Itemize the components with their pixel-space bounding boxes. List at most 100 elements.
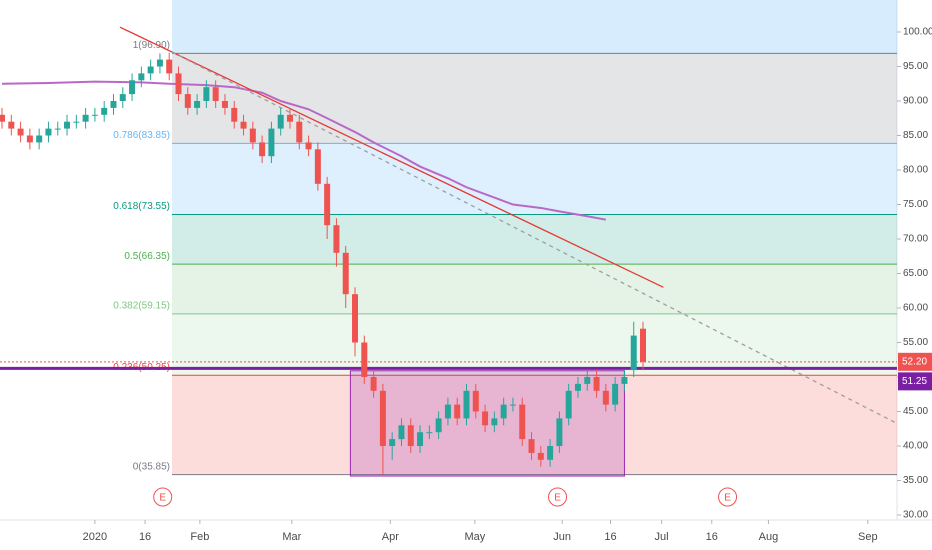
candle-body bbox=[91, 114, 98, 116]
fib-band bbox=[172, 214, 897, 265]
fib-label: 0(35.85) bbox=[133, 461, 170, 472]
fib-band bbox=[172, 375, 897, 475]
candle-body bbox=[612, 383, 619, 405]
x-tick-label: Jul bbox=[655, 531, 669, 543]
price-label: 51.25 bbox=[902, 376, 927, 387]
x-tick-label: Apr bbox=[382, 531, 399, 543]
candle-body bbox=[509, 404, 516, 406]
candle-body bbox=[268, 128, 275, 157]
candle-body bbox=[36, 135, 43, 143]
candle-body bbox=[398, 425, 405, 440]
x-tick-label: 16 bbox=[706, 531, 718, 543]
candle-body bbox=[231, 107, 238, 122]
candle-body bbox=[166, 59, 173, 74]
candle-body bbox=[324, 183, 331, 226]
fib-label: 0.382(59.15) bbox=[113, 301, 170, 312]
candle-body bbox=[286, 114, 293, 122]
earnings-label: E bbox=[159, 493, 166, 504]
candle-body bbox=[17, 128, 24, 136]
moving-average bbox=[1, 80, 607, 221]
candle-body bbox=[556, 418, 563, 446]
y-tick-label: 40.00 bbox=[903, 441, 928, 452]
candle-body bbox=[565, 390, 572, 419]
earnings-marker bbox=[153, 487, 173, 507]
candle-body bbox=[305, 142, 312, 150]
trendline bbox=[119, 26, 664, 288]
candle-body bbox=[203, 87, 210, 101]
candle-body bbox=[110, 101, 117, 108]
candle-body bbox=[129, 80, 136, 95]
candle-body bbox=[82, 114, 89, 122]
candle-body bbox=[54, 128, 61, 130]
candle-body bbox=[640, 328, 647, 362]
candle-body bbox=[184, 94, 191, 108]
candle-body bbox=[500, 404, 507, 419]
price-label-box bbox=[898, 372, 932, 391]
y-tick-label: 65.00 bbox=[903, 268, 928, 279]
candle-body bbox=[407, 425, 414, 446]
y-tick-label: 95.00 bbox=[903, 61, 928, 72]
fib-band bbox=[172, 53, 897, 144]
candle-body bbox=[0, 114, 5, 122]
x-tick-label: Jun bbox=[553, 531, 571, 543]
candle-body bbox=[249, 128, 256, 143]
fib-band bbox=[172, 313, 897, 376]
y-tick-label: 30.00 bbox=[903, 510, 928, 521]
fib-band bbox=[172, 264, 897, 314]
candle-body bbox=[472, 390, 479, 412]
y-tick-label: 35.00 bbox=[903, 475, 928, 486]
x-tick-label: Sep bbox=[858, 531, 878, 543]
earnings-label: E bbox=[724, 493, 731, 504]
candle-body bbox=[64, 121, 71, 129]
candle-body bbox=[379, 390, 386, 446]
candle-body bbox=[361, 342, 368, 377]
y-tick-label: 45.00 bbox=[903, 406, 928, 417]
earnings-label: E bbox=[554, 493, 561, 504]
candle-body bbox=[156, 59, 163, 67]
fib-label: 0.5(66.35) bbox=[124, 251, 170, 262]
candle-body bbox=[370, 377, 377, 391]
candle-body bbox=[584, 377, 591, 384]
candle-body bbox=[73, 121, 80, 123]
candle-body bbox=[593, 377, 600, 391]
candle-body bbox=[45, 128, 52, 136]
candle-body bbox=[463, 390, 470, 419]
fib-extension bbox=[172, 0, 897, 54]
candle-body bbox=[602, 390, 609, 405]
candle-body bbox=[296, 121, 303, 143]
candle-body bbox=[574, 383, 581, 391]
candle-body bbox=[537, 452, 544, 460]
candle-body bbox=[26, 135, 33, 143]
y-tick-label: 85.00 bbox=[903, 130, 928, 141]
x-tick-label: 16 bbox=[139, 531, 151, 543]
fib-label: 0.786(83.85) bbox=[113, 130, 170, 141]
candle-body bbox=[259, 142, 266, 157]
y-tick-label: 55.00 bbox=[903, 337, 928, 348]
candle-body bbox=[333, 225, 340, 253]
candle-body bbox=[101, 107, 108, 115]
candle-body bbox=[630, 335, 637, 371]
y-tick-label: 60.00 bbox=[903, 303, 928, 314]
candle-body bbox=[519, 404, 526, 440]
y-tick-label: 80.00 bbox=[903, 165, 928, 176]
candle-body bbox=[147, 66, 154, 74]
candle-body bbox=[240, 121, 247, 129]
candle-body bbox=[138, 73, 145, 81]
candle-body bbox=[212, 87, 219, 101]
y-tick-label: 75.00 bbox=[903, 199, 928, 210]
candle-body bbox=[314, 149, 321, 184]
candle-body bbox=[8, 121, 15, 129]
candle-body bbox=[426, 432, 433, 434]
x-tick-label: 16 bbox=[604, 531, 616, 543]
y-tick-label: 90.00 bbox=[903, 96, 928, 107]
price-label-box bbox=[898, 352, 932, 371]
fib-label: 0.618(73.55) bbox=[113, 201, 170, 212]
x-tick-label: 2020 bbox=[83, 531, 107, 543]
candle-body bbox=[621, 377, 628, 384]
candle-body bbox=[277, 114, 284, 129]
candle-body bbox=[444, 404, 451, 419]
x-tick-label: Mar bbox=[282, 531, 301, 543]
candle-body bbox=[119, 94, 126, 101]
y-tick-label: 70.00 bbox=[903, 234, 928, 245]
